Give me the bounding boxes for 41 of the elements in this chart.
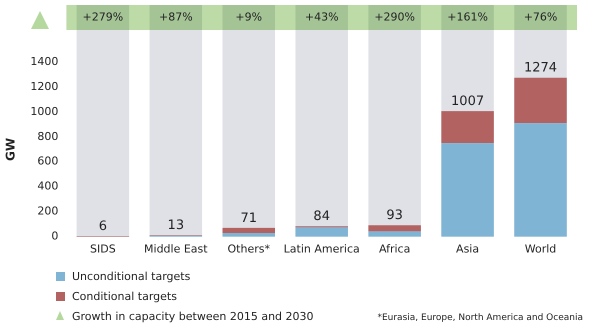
- total-label: 13: [168, 218, 184, 234]
- bar: [368, 231, 421, 237]
- y-tick-label: 400: [37, 180, 58, 193]
- total-label: 1274: [524, 60, 558, 76]
- text: +87%: [158, 10, 193, 24]
- x-tick-label: Africa: [378, 242, 410, 256]
- total-label: 1007: [451, 94, 484, 109]
- x-tick-label: Latin America: [284, 242, 360, 256]
- text: Growth in capacity between 2015 and 2030: [72, 310, 314, 322]
- bar: [222, 228, 276, 234]
- y-tick-label: 1400: [30, 54, 58, 68]
- text: +43%: [304, 10, 339, 24]
- text: +279%: [82, 10, 124, 24]
- text: +290%: [374, 10, 415, 24]
- x-tick-label: Asia: [456, 242, 480, 256]
- x-tick-label: Middle East: [144, 242, 208, 256]
- y-tick-label: 800: [37, 130, 58, 143]
- y-tick-label: 1200: [30, 80, 58, 93]
- x-tick-label: Others*: [228, 242, 270, 256]
- total-label: 93: [386, 208, 403, 224]
- total-label: 6: [98, 218, 108, 234]
- text: +76%: [524, 10, 558, 24]
- text: +9%: [235, 10, 262, 24]
- total-label: 84: [313, 209, 330, 224]
- y-tick-label: 0: [51, 230, 58, 243]
- bar: [441, 111, 494, 144]
- x-tick-label: World: [524, 242, 556, 256]
- legend-label: Unconditional targets: [72, 270, 190, 282]
- text: *Eurasia, Europe, North America and Oceania: [377, 313, 583, 323]
- bar: [222, 233, 276, 237]
- total-label: 71: [240, 210, 258, 226]
- bar: [295, 227, 348, 237]
- y-tick-label: 1000: [30, 104, 58, 118]
- y-tick-label: 200: [37, 204, 58, 218]
- y-tick-label: 600: [37, 154, 58, 168]
- y-axis-title: GW: [3, 138, 18, 161]
- legend-label: Conditional targets: [72, 290, 177, 302]
- bar: [368, 225, 421, 232]
- text: +161%: [447, 10, 488, 24]
- x-tick-label: SIDS: [90, 242, 116, 256]
- bar: [514, 78, 567, 124]
